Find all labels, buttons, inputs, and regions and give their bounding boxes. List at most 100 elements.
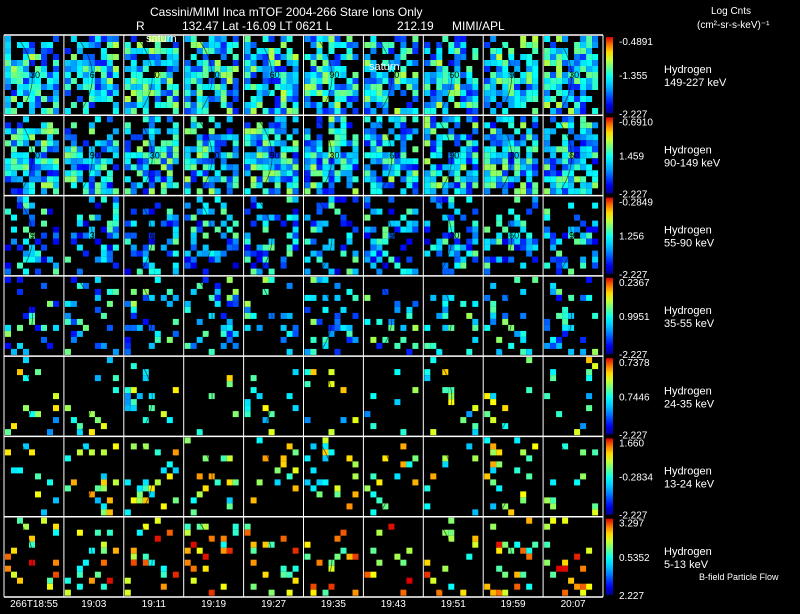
heatmap-cell	[364, 108, 371, 114]
heatmap-cell	[574, 96, 581, 102]
heatmap-cell	[472, 146, 479, 153]
heatmap-cell	[172, 96, 179, 102]
heatmap-cell	[520, 116, 527, 123]
heatmap-cell	[436, 238, 443, 245]
heatmap-cell	[346, 152, 353, 159]
heatmap-cell	[70, 238, 77, 245]
heatmap-cell	[154, 60, 161, 66]
heatmap-cell	[250, 96, 257, 102]
heatmap-cell	[484, 256, 491, 263]
heatmap-cell	[406, 158, 413, 165]
heatmap-cell	[412, 60, 419, 66]
heatmap-cell	[53, 72, 59, 78]
heatmap-cell	[394, 300, 401, 307]
heatmap-cell	[100, 503, 107, 510]
heatmap-cell	[586, 140, 593, 147]
heatmap-cell	[466, 134, 473, 141]
heatmap-cell	[328, 48, 335, 54]
heatmap-cell	[472, 509, 479, 516]
heatmap-cell	[172, 146, 179, 153]
heatmap-cell	[484, 393, 491, 400]
heatmap-cell	[190, 146, 197, 153]
heatmap-cell	[202, 268, 209, 275]
heatmap-cell	[466, 108, 473, 114]
heatmap-cell	[166, 146, 173, 153]
heatmap-cell	[106, 357, 113, 364]
heatmap-cell	[562, 96, 569, 102]
heatmap-cell	[202, 455, 209, 462]
heatmap-cell	[148, 244, 155, 251]
heatmap-cell	[148, 342, 155, 349]
heatmap-cell	[76, 583, 83, 590]
heatmap-cell	[454, 232, 461, 239]
heatmap-cell	[280, 324, 287, 331]
heatmap-cell	[250, 202, 257, 209]
heatmap-cell	[262, 170, 269, 177]
heatmap-cell	[47, 158, 53, 165]
contour-arc	[19, 121, 33, 190]
heatmap-cell	[376, 256, 383, 263]
panel-energy-label: 149-227 keV	[664, 77, 727, 89]
heatmap-cell	[268, 244, 275, 251]
heatmap-cell	[412, 324, 419, 331]
heatmap-cell	[124, 48, 131, 54]
heatmap-cell	[484, 78, 491, 84]
heatmap-cell	[400, 244, 407, 251]
heatmap-cell	[41, 232, 47, 239]
heatmap-cell	[292, 176, 299, 183]
heatmap-cell	[23, 182, 29, 189]
heatmap-cell	[88, 72, 95, 78]
heatmap-cell	[250, 547, 257, 554]
heatmap-cell	[592, 72, 599, 78]
heatmap-cell	[268, 128, 275, 135]
heatmap-cell	[430, 473, 437, 480]
heatmap-cell	[53, 78, 59, 84]
heatmap-cell	[5, 429, 11, 436]
heatmap-cell	[556, 250, 563, 257]
heatmap-cell	[346, 553, 353, 560]
heatmap-cell	[166, 116, 173, 123]
heatmap-cell	[280, 140, 287, 147]
heatmap-cell	[292, 208, 299, 215]
heatmap-cell	[47, 164, 53, 171]
heatmap-cell	[442, 176, 449, 183]
heatmap-cell	[280, 96, 287, 102]
heatmap-cell	[142, 485, 149, 492]
heatmap-cell	[562, 134, 569, 141]
heatmap-cell	[112, 54, 119, 60]
heatmap-cell	[172, 250, 179, 257]
heatmap-cell	[17, 84, 23, 90]
heatmap-cell	[232, 90, 239, 96]
heatmap-cell	[220, 152, 227, 159]
heatmap-cell	[550, 42, 557, 48]
heatmap-cell	[280, 336, 287, 343]
heatmap-cell	[23, 348, 29, 355]
heatmap-cell	[268, 54, 275, 60]
heatmap-cell	[41, 96, 47, 102]
panel-energy-label: 90-149 keV	[664, 157, 721, 169]
heatmap-cell	[136, 250, 143, 257]
heatmap-cell	[562, 60, 569, 66]
contour-arc	[319, 522, 333, 592]
heatmap-cell	[5, 176, 11, 183]
heatmap-cell	[508, 182, 515, 189]
heatmap-cell	[286, 170, 293, 177]
heatmap-cell	[220, 220, 227, 227]
heatmap-cell	[322, 158, 329, 165]
heatmap-cell	[100, 479, 107, 486]
heatmap-cell	[190, 102, 197, 108]
heatmap-cell	[526, 208, 533, 215]
heatmap-cell	[556, 78, 563, 84]
heatmap-cell	[352, 134, 359, 141]
heatmap-cell	[130, 443, 137, 450]
heatmap-cell	[256, 268, 263, 275]
heatmap-cell	[142, 479, 149, 486]
heatmap-cell	[268, 214, 275, 221]
contour-arc	[79, 522, 93, 592]
heatmap-cell	[550, 176, 557, 183]
heatmap-cell	[196, 170, 203, 177]
heatmap-cell	[94, 60, 101, 66]
heatmap-cell	[94, 529, 101, 536]
heatmap-cell	[250, 140, 257, 147]
